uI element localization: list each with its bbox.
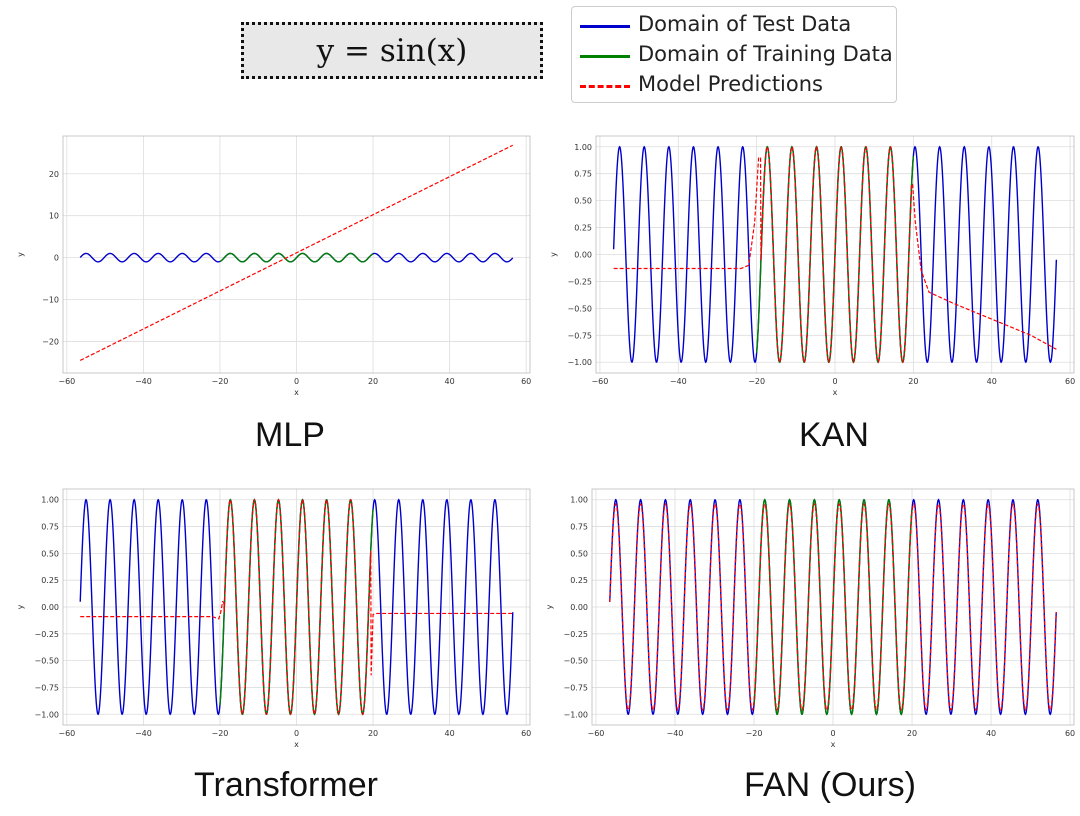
kan-xtick-label-6: 60 (1065, 377, 1075, 386)
fan-ylabel: y (545, 604, 554, 609)
kan-ytick-label-8: 1.00 (574, 143, 592, 152)
fan-xtick-label-3: 0 (830, 729, 835, 738)
legend-swatch-train (580, 55, 630, 58)
mlp-ytick-label-2: 0 (54, 254, 59, 263)
transformer-ytick-label-1: −0.75 (34, 683, 59, 692)
transformer-xtick-label-5: 40 (445, 729, 455, 738)
transformer-ytick-label-5: 0.25 (41, 576, 59, 585)
kan-ytick-label-7: 0.75 (574, 170, 592, 179)
legend-label-test: Domain of Test Data (638, 12, 852, 36)
transformer-ytick-label-6: 0.50 (41, 549, 59, 558)
formula-box: y = sin(x) (241, 22, 543, 79)
fan-axes-frame (591, 488, 1075, 726)
fan-xtick-label-5: 40 (986, 729, 996, 738)
mlp-axes-frame (62, 135, 531, 374)
legend-label-train: Domain of Training Data (638, 42, 893, 66)
transformer-ytick-label-8: 1.00 (41, 496, 59, 505)
mlp-xtick-label-0: −60 (58, 377, 75, 386)
kan-ytick-label-4: 0.00 (574, 251, 592, 260)
fan-xtick-label-1: −40 (667, 729, 684, 738)
fan-prediction-series (609, 503, 1057, 711)
caption-fan: FAN (Ours) (744, 766, 916, 804)
mlp-xtick-label-4: 20 (368, 377, 378, 386)
kan-ytick-label-6: 0.50 (574, 197, 592, 206)
kan-ytick-label-1: −0.75 (567, 331, 592, 340)
fan-xtick-label-4: 20 (907, 729, 917, 738)
mlp-ytick-label-4: 20 (49, 170, 59, 179)
kan-prediction-series (613, 145, 1057, 364)
mlp-xtick-label-6: 60 (521, 377, 531, 386)
kan-ylabel: y (549, 252, 558, 257)
fan-ytick-label-6: 0.50 (570, 549, 588, 558)
caption-transformer: Transformer (194, 766, 378, 804)
mlp-ytick-label-1: −10 (42, 296, 59, 305)
formula-text: y = sin(x) (316, 32, 468, 69)
fan-ytick-label-4: 0.00 (570, 603, 588, 612)
mlp-xtick-label-1: −40 (135, 377, 152, 386)
fan-xlabel: x (831, 740, 836, 749)
kan-xlabel: x (833, 388, 838, 397)
kan-xtick-label-4: 20 (908, 377, 918, 386)
mlp-ylabel: y (16, 252, 25, 257)
kan-xtick-label-5: 40 (987, 377, 997, 386)
mlp-xtick-label-5: 40 (445, 377, 455, 386)
caption-mlp: MLP (255, 416, 325, 454)
transformer-xtick-label-0: −60 (58, 729, 75, 738)
kan-ytick-label-3: −0.25 (567, 277, 592, 286)
transformer-ytick-label-3: −0.25 (34, 630, 59, 639)
transformer-ytick-label-0: −1.00 (34, 710, 59, 719)
transformer-ylabel: y (16, 604, 25, 609)
fan-xtick-label-2: −20 (746, 729, 763, 738)
fan-ytick-label-3: −0.25 (563, 630, 588, 639)
transformer-xtick-label-6: 60 (521, 729, 531, 738)
transformer-prediction-series (80, 498, 513, 716)
fan-ytick-label-7: 0.75 (570, 523, 588, 532)
transformer-xtick-label-1: −40 (135, 729, 152, 738)
legend-item-test: Domain of Test Data (572, 11, 896, 41)
fan-ytick-label-5: 0.25 (570, 576, 588, 585)
kan-xtick-label-2: −20 (748, 377, 765, 386)
kan-axes-frame (595, 135, 1075, 374)
mlp-xtick-label-3: 0 (294, 377, 299, 386)
transformer-ytick-label-7: 0.75 (41, 523, 59, 532)
caption-kan: KAN (799, 416, 869, 454)
fan-xtick-label-6: 60 (1065, 729, 1075, 738)
mlp-ytick-label-0: −20 (42, 338, 59, 347)
kan-ytick-label-0: −1.00 (567, 358, 592, 367)
fan-xtick-label-0: −60 (588, 729, 605, 738)
kan-xtick-label-3: 0 (832, 377, 837, 386)
fan-ytick-label-2: −0.50 (563, 657, 588, 666)
legend-item-train: Domain of Training Data (572, 41, 896, 71)
mlp-train-series (219, 252, 374, 263)
fan-ytick-label-8: 1.00 (570, 496, 588, 505)
mlp-xlabel: x (294, 388, 299, 397)
mlp-prediction-series (79, 144, 514, 361)
kan-ytick-label-5: 0.25 (574, 224, 592, 233)
legend-label-pred: Model Predictions (638, 72, 823, 96)
transformer-xlabel: x (294, 740, 299, 749)
legend-swatch-test (580, 25, 630, 28)
transformer-ytick-label-4: 0.00 (41, 603, 59, 612)
kan-ytick-label-2: −0.50 (567, 304, 592, 313)
fan-ytick-label-1: −0.75 (563, 683, 588, 692)
transformer-xtick-label-4: 20 (368, 729, 378, 738)
fan-ytick-label-0: −1.00 (563, 710, 588, 719)
legend-swatch-pred (580, 85, 630, 88)
kan-xtick-label-1: −40 (670, 377, 687, 386)
mlp-ytick-label-3: 10 (49, 212, 59, 221)
mlp-xtick-label-2: −20 (211, 377, 228, 386)
transformer-ytick-label-2: −0.50 (34, 657, 59, 666)
legend-item-pred: Model Predictions (572, 71, 896, 101)
legend: Domain of Test Data Domain of Training D… (571, 6, 897, 103)
transformer-xtick-label-3: 0 (294, 729, 299, 738)
transformer-xtick-label-2: −20 (211, 729, 228, 738)
kan-xtick-label-0: −60 (591, 377, 608, 386)
transformer-axes-frame (62, 488, 531, 726)
